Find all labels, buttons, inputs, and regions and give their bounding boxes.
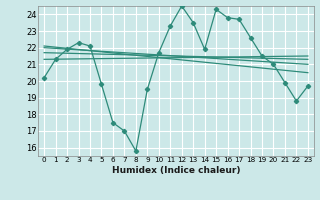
X-axis label: Humidex (Indice chaleur): Humidex (Indice chaleur)	[112, 166, 240, 175]
